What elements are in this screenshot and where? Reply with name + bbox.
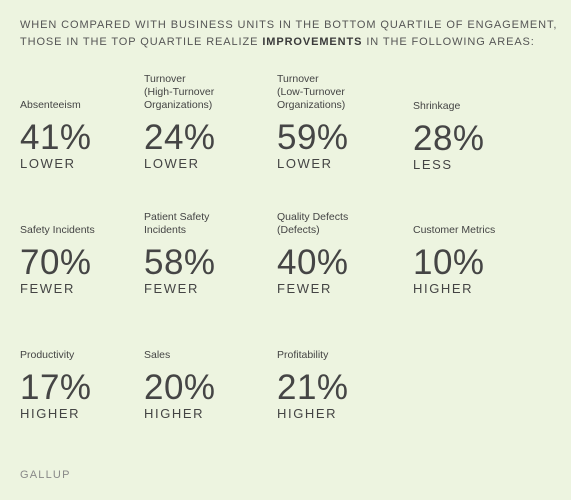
metric-sales: Sales 20% HIGHER bbox=[144, 322, 274, 421]
metric-turnover-high: Turnover (High-Turnover Organizations) 24%… bbox=[144, 72, 274, 171]
metric-label: Shrinkage bbox=[413, 100, 461, 112]
metric-absenteeism: Absenteeism 41% LOWER bbox=[20, 72, 150, 171]
heading-line-2-end: IN THE FOLLOWING AREAS: bbox=[366, 36, 535, 48]
metric-direction: FEWER bbox=[144, 281, 199, 296]
heading-emphasis: IMPROVEMENTS bbox=[262, 36, 363, 48]
metric-value: 59% bbox=[277, 118, 349, 157]
metric-direction: LOWER bbox=[277, 156, 333, 171]
metric-patient-safety: Patient Safety Incidents 58% FEWER bbox=[144, 197, 274, 296]
metric-value: 41% bbox=[20, 118, 92, 157]
metric-label: Absenteeism bbox=[20, 99, 81, 111]
metric-label: Profitability bbox=[277, 349, 329, 361]
metric-label: Safety Incidents bbox=[20, 224, 95, 236]
metric-label: Customer Metrics bbox=[413, 224, 496, 236]
metric-value: 21% bbox=[277, 368, 349, 407]
metric-value: 58% bbox=[144, 243, 216, 282]
heading-line-1: WHEN COMPARED WITH BUSINESS UNITS IN THE… bbox=[20, 19, 558, 31]
metric-customer-metrics: Customer Metrics 10% HIGHER bbox=[413, 197, 543, 296]
metric-value: 17% bbox=[20, 368, 92, 407]
metric-safety-incidents: Safety Incidents 70% FEWER bbox=[20, 197, 150, 296]
metric-profitability: Profitability 21% HIGHER bbox=[277, 322, 407, 421]
metric-direction: FEWER bbox=[277, 281, 332, 296]
infographic-heading: WHEN COMPARED WITH BUSINESS UNITS IN THE… bbox=[20, 17, 560, 51]
metric-direction: HIGHER bbox=[413, 281, 474, 296]
metric-value: 20% bbox=[144, 368, 216, 407]
metric-label: Turnover (High-Turnover Organizations) bbox=[144, 73, 215, 111]
metric-value: 40% bbox=[277, 243, 349, 282]
metric-direction: HIGHER bbox=[277, 406, 338, 421]
metric-label: Productivity bbox=[20, 349, 75, 361]
metric-label: Quality Defects (Defects) bbox=[277, 211, 349, 236]
metric-label: Patient Safety Incidents bbox=[144, 211, 210, 236]
metric-shrinkage: Shrinkage 28% LESS bbox=[413, 73, 543, 172]
metric-value: 28% bbox=[413, 119, 485, 158]
metric-value: 10% bbox=[413, 243, 485, 282]
metric-direction: LOWER bbox=[20, 156, 76, 171]
metric-direction: HIGHER bbox=[20, 406, 81, 421]
metric-productivity: Productivity 17% HIGHER bbox=[20, 322, 150, 421]
metric-direction: LESS bbox=[413, 157, 453, 172]
metric-value: 70% bbox=[20, 243, 92, 282]
metric-direction: LOWER bbox=[144, 156, 200, 171]
metric-label: Sales bbox=[144, 349, 171, 361]
metric-value: 24% bbox=[144, 118, 216, 157]
heading-line-2: THOSE IN THE TOP QUARTILE REALIZE bbox=[20, 36, 259, 48]
metric-quality-defects: Quality Defects (Defects) 40% FEWER bbox=[277, 197, 407, 296]
source-credit: GALLUP bbox=[20, 469, 71, 481]
metric-turnover-low: Turnover (Low-Turnover Organizations) 59% … bbox=[277, 72, 407, 171]
metric-direction: FEWER bbox=[20, 281, 75, 296]
metric-label: Turnover (Low-Turnover Organizations) bbox=[277, 73, 346, 111]
metric-direction: HIGHER bbox=[144, 406, 205, 421]
